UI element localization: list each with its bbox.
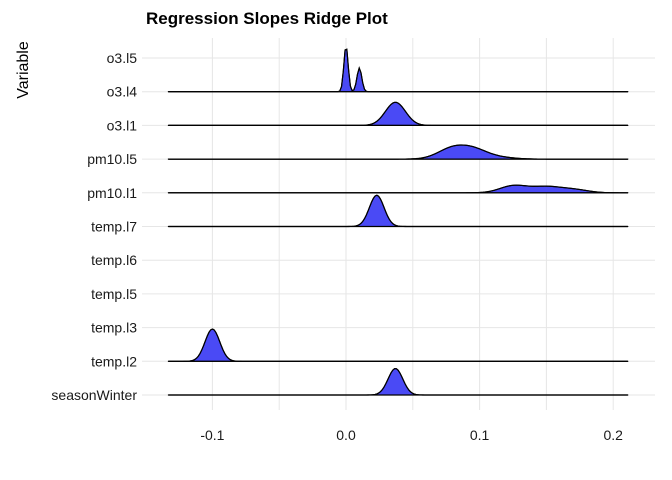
y-tick-label: o3.l5 [107, 50, 138, 66]
ridge-o3.l4 [167, 48, 629, 93]
ridge-seasonWinter [167, 368, 629, 396]
ridge-outline-o3.l1 [168, 101, 628, 126]
x-tick-labels: -0.1 0.0 0.1 0.2 [200, 427, 623, 443]
chart-title: Regression Slopes Ridge Plot [146, 9, 388, 28]
ridge-pm10.l5 [167, 144, 629, 160]
y-tick-label: o3.l1 [107, 117, 138, 133]
ridge-outline-o3.l4 [168, 48, 628, 93]
y-tick-label: o3.l4 [107, 84, 138, 100]
ridge-pm10.l1 [167, 184, 629, 194]
y-tick-label: pm10.l5 [87, 151, 137, 167]
y-tick-label: temp.l3 [91, 320, 137, 336]
y-tick-label: seasonWinter [51, 387, 137, 403]
x-tick-label: 0.2 [603, 427, 623, 443]
y-tick-label: temp.l7 [91, 219, 137, 235]
ridge-temp.l2 [167, 328, 629, 362]
y-tick-label: temp.l2 [91, 353, 137, 369]
y-tick-label: pm10.l1 [87, 185, 137, 201]
ridge-outline-pm10.l5 [168, 144, 628, 160]
y-tick-label: temp.l6 [91, 252, 137, 268]
x-tick-label: 0.1 [470, 427, 490, 443]
ridge-outline-seasonWinter [168, 368, 628, 396]
y-axis-label: Variable [15, 41, 32, 99]
ridge-outline-temp.l2 [168, 328, 628, 362]
y-tick-label: temp.l5 [91, 286, 137, 302]
y-tick-labels: seasonWinter temp.l2 temp.l3 temp.l5 temp.l6… [51, 50, 137, 403]
ridge-o3.l1 [167, 101, 629, 126]
ridge-outline-pm10.l1 [168, 184, 628, 194]
ridge-temp.l7 [167, 194, 629, 228]
x-tick-label: -0.1 [200, 427, 224, 443]
x-tick-label: 0.0 [336, 427, 356, 443]
ridges [167, 48, 629, 396]
ridge-outline-temp.l7 [168, 194, 628, 228]
